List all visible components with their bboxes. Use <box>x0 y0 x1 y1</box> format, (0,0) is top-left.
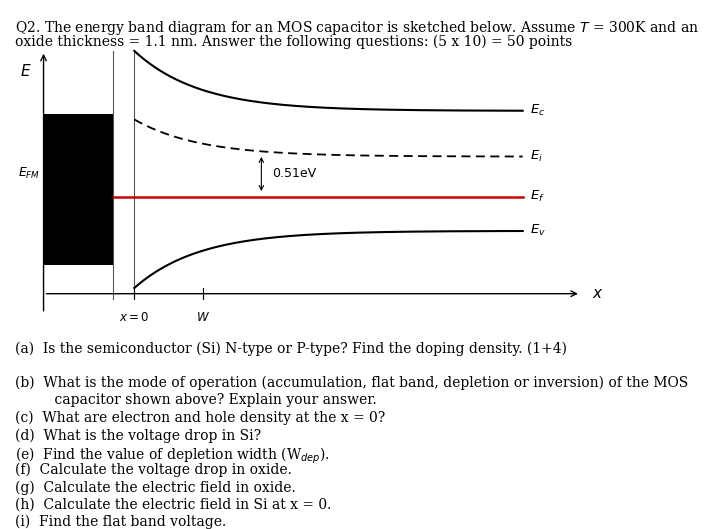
Text: (f)  Calculate the voltage drop in oxide.: (f) Calculate the voltage drop in oxide. <box>15 463 291 477</box>
Text: 0.51eV: 0.51eV <box>272 168 317 180</box>
Text: $E_v$: $E_v$ <box>530 223 546 239</box>
Text: Q2. The energy band diagram for an MOS capacitor is sketched below. Assume $T$ =: Q2. The energy band diagram for an MOS c… <box>15 19 698 37</box>
Text: (h)  Calculate the electric field in Si at x = 0.: (h) Calculate the electric field in Si a… <box>15 498 331 512</box>
Text: capacitor shown above? Explain your answer.: capacitor shown above? Explain your answ… <box>15 394 376 407</box>
FancyBboxPatch shape <box>44 114 113 265</box>
Text: $E_i$: $E_i$ <box>530 149 543 164</box>
Text: oxide thickness = 1.1 nm. Answer the following questions: (5 x 10) = 50 points: oxide thickness = 1.1 nm. Answer the fol… <box>15 34 572 49</box>
Text: $E_c$: $E_c$ <box>530 103 545 118</box>
Text: $E_{FM}$: $E_{FM}$ <box>60 166 82 181</box>
Text: (a)  Is the semiconductor (Si) N-type or P-type? Find the doping density. (1+4): (a) Is the semiconductor (Si) N-type or … <box>15 341 566 355</box>
Text: (c)  What are electron and hole density at the x = 0?: (c) What are electron and hole density a… <box>15 411 385 425</box>
Text: $x=0$: $x=0$ <box>119 311 150 324</box>
Text: (g)  Calculate the electric field in oxide.: (g) Calculate the electric field in oxid… <box>15 480 295 495</box>
Text: $W$: $W$ <box>196 311 211 324</box>
Text: $E_{FM}$: $E_{FM}$ <box>17 166 40 181</box>
Text: $x$: $x$ <box>592 286 603 301</box>
Text: $E_f$: $E_f$ <box>530 189 544 204</box>
Text: (b)  What is the mode of operation (accumulation, flat band, depletion or invers: (b) What is the mode of operation (accum… <box>15 376 688 390</box>
Text: (d)  What is the voltage drop in Si?: (d) What is the voltage drop in Si? <box>15 428 261 442</box>
Text: (e)  Find the value of depletion width (W$_{dep}$).: (e) Find the value of depletion width (W… <box>15 445 329 466</box>
Text: $E$: $E$ <box>20 63 31 79</box>
Text: (i)  Find the flat band voltage.: (i) Find the flat band voltage. <box>15 515 226 529</box>
